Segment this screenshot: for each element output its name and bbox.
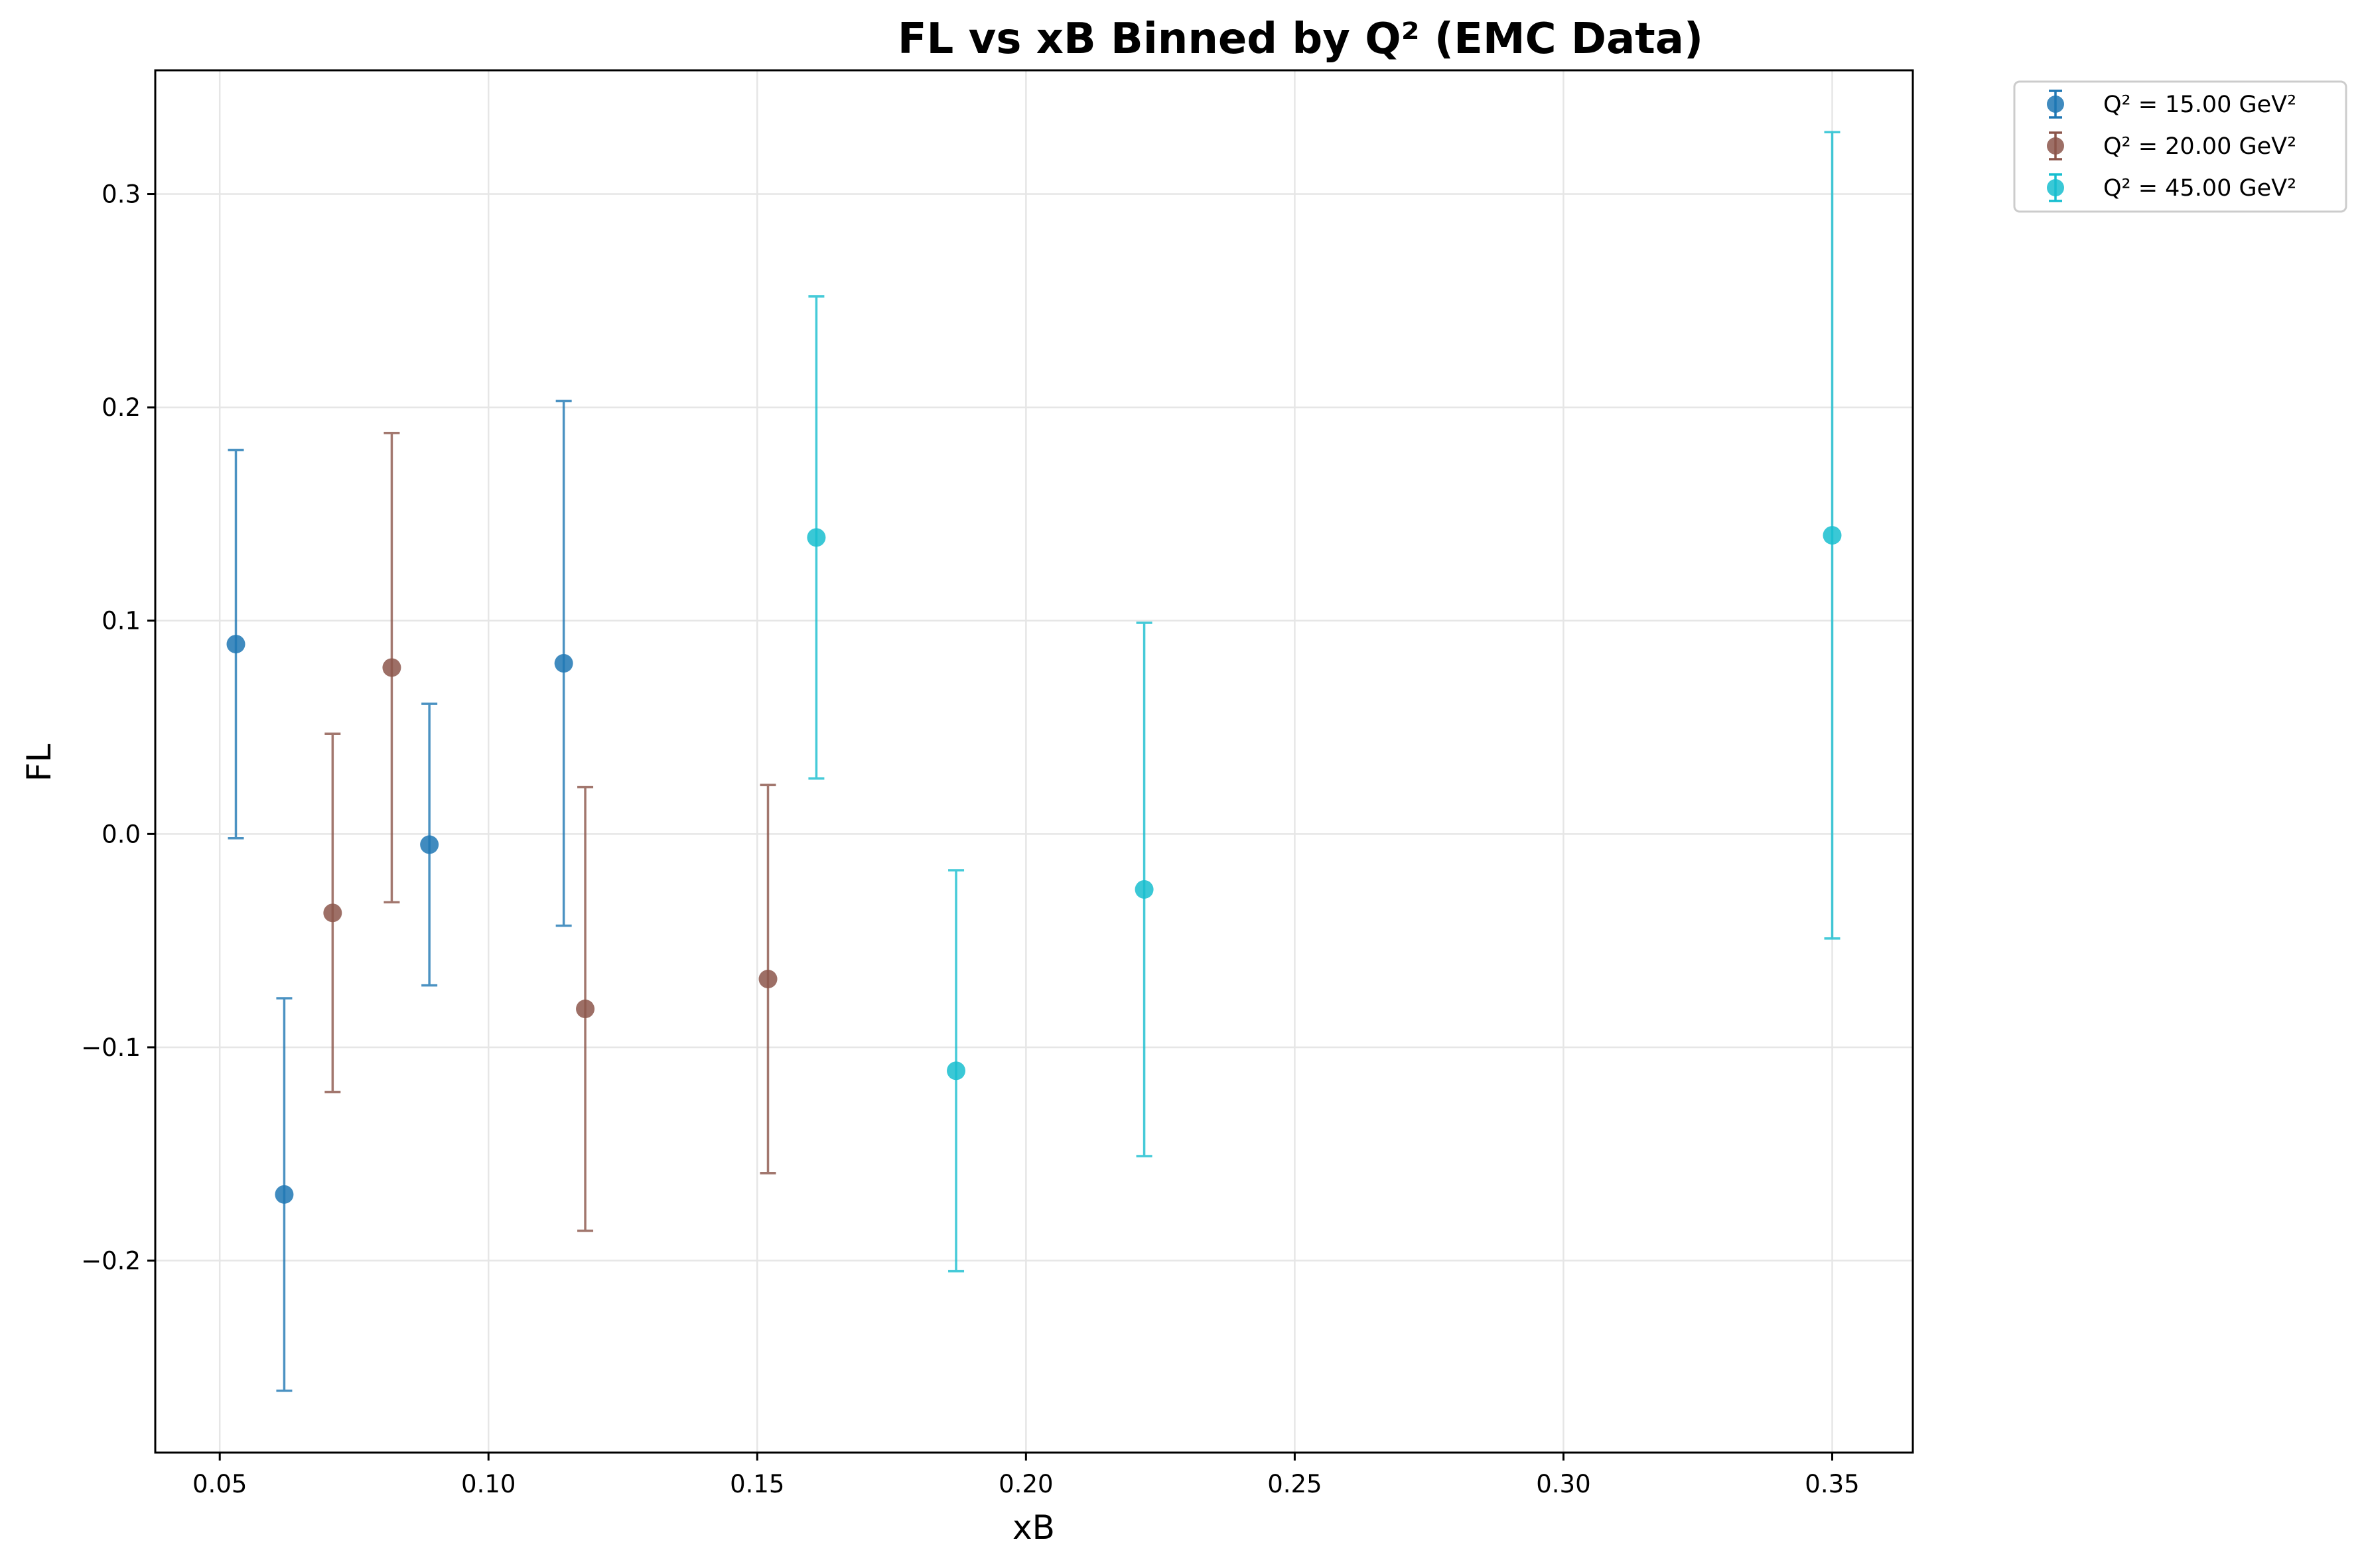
x-tick-label: 0.20 [999,1470,1053,1498]
data-point [1823,526,1842,545]
data-point [226,635,245,654]
x-tick-label: 0.15 [730,1470,784,1498]
data-point-layer [226,526,1842,1204]
data-point [758,970,778,989]
y-tick-label: 0.3 [102,180,141,209]
legend-marker [2047,96,2064,113]
data-point [323,903,342,923]
y-tick-label: −0.1 [81,1033,141,1062]
chart-title: FL vs xB Binned by Q² (EMC Data) [898,15,1703,64]
legend-entry: Q² = 45.00 GeV² [2047,173,2296,202]
legend-marker [2047,137,2064,155]
y-tick-label: 0.2 [102,393,141,422]
plot-area-frame [154,69,1914,1454]
grid-layer [155,70,1913,1453]
data-point [382,658,401,677]
data-point [576,1000,595,1019]
legend-label: Q² = 45.00 GeV² [2103,175,2296,202]
data-point [947,1061,966,1080]
legend-entry: Q² = 15.00 GeV² [2047,90,2296,119]
x-tick-label: 0.35 [1805,1470,1859,1498]
legend-entry: Q² = 20.00 GeV² [2047,131,2296,161]
data-point [807,528,826,547]
y-tick-label: 0.0 [102,820,141,848]
tick-layer: 0.05 0.10 0.15 0.20 0.25 0.30 0.35 −0.2 −0.1 0.0 0… [81,180,1860,1498]
x-tick-label: 0.10 [461,1470,516,1498]
x-tick-label: 0.25 [1267,1470,1322,1498]
data-point [275,1185,294,1204]
y-axis-label: FL [20,744,58,782]
data-point [1135,880,1154,899]
y-tick-label: −0.2 [81,1247,141,1275]
legend-label: Q² = 20.00 GeV² [2103,133,2296,160]
data-point [554,654,573,673]
x-tick-label: 0.05 [192,1470,247,1498]
x-axis-label: xB [1012,1508,1055,1547]
legend-frame [2013,80,2347,213]
x-tick-label: 0.30 [1536,1470,1590,1498]
legend-label: Q² = 15.00 GeV² [2103,92,2296,118]
y-tick-label: 0.1 [102,607,141,635]
legend: Q² = 15.00 GeV² Q² = 20.00 GeV² Q² = 45.00… [2013,80,2347,213]
data-point [420,835,439,854]
legend-marker [2047,179,2064,196]
